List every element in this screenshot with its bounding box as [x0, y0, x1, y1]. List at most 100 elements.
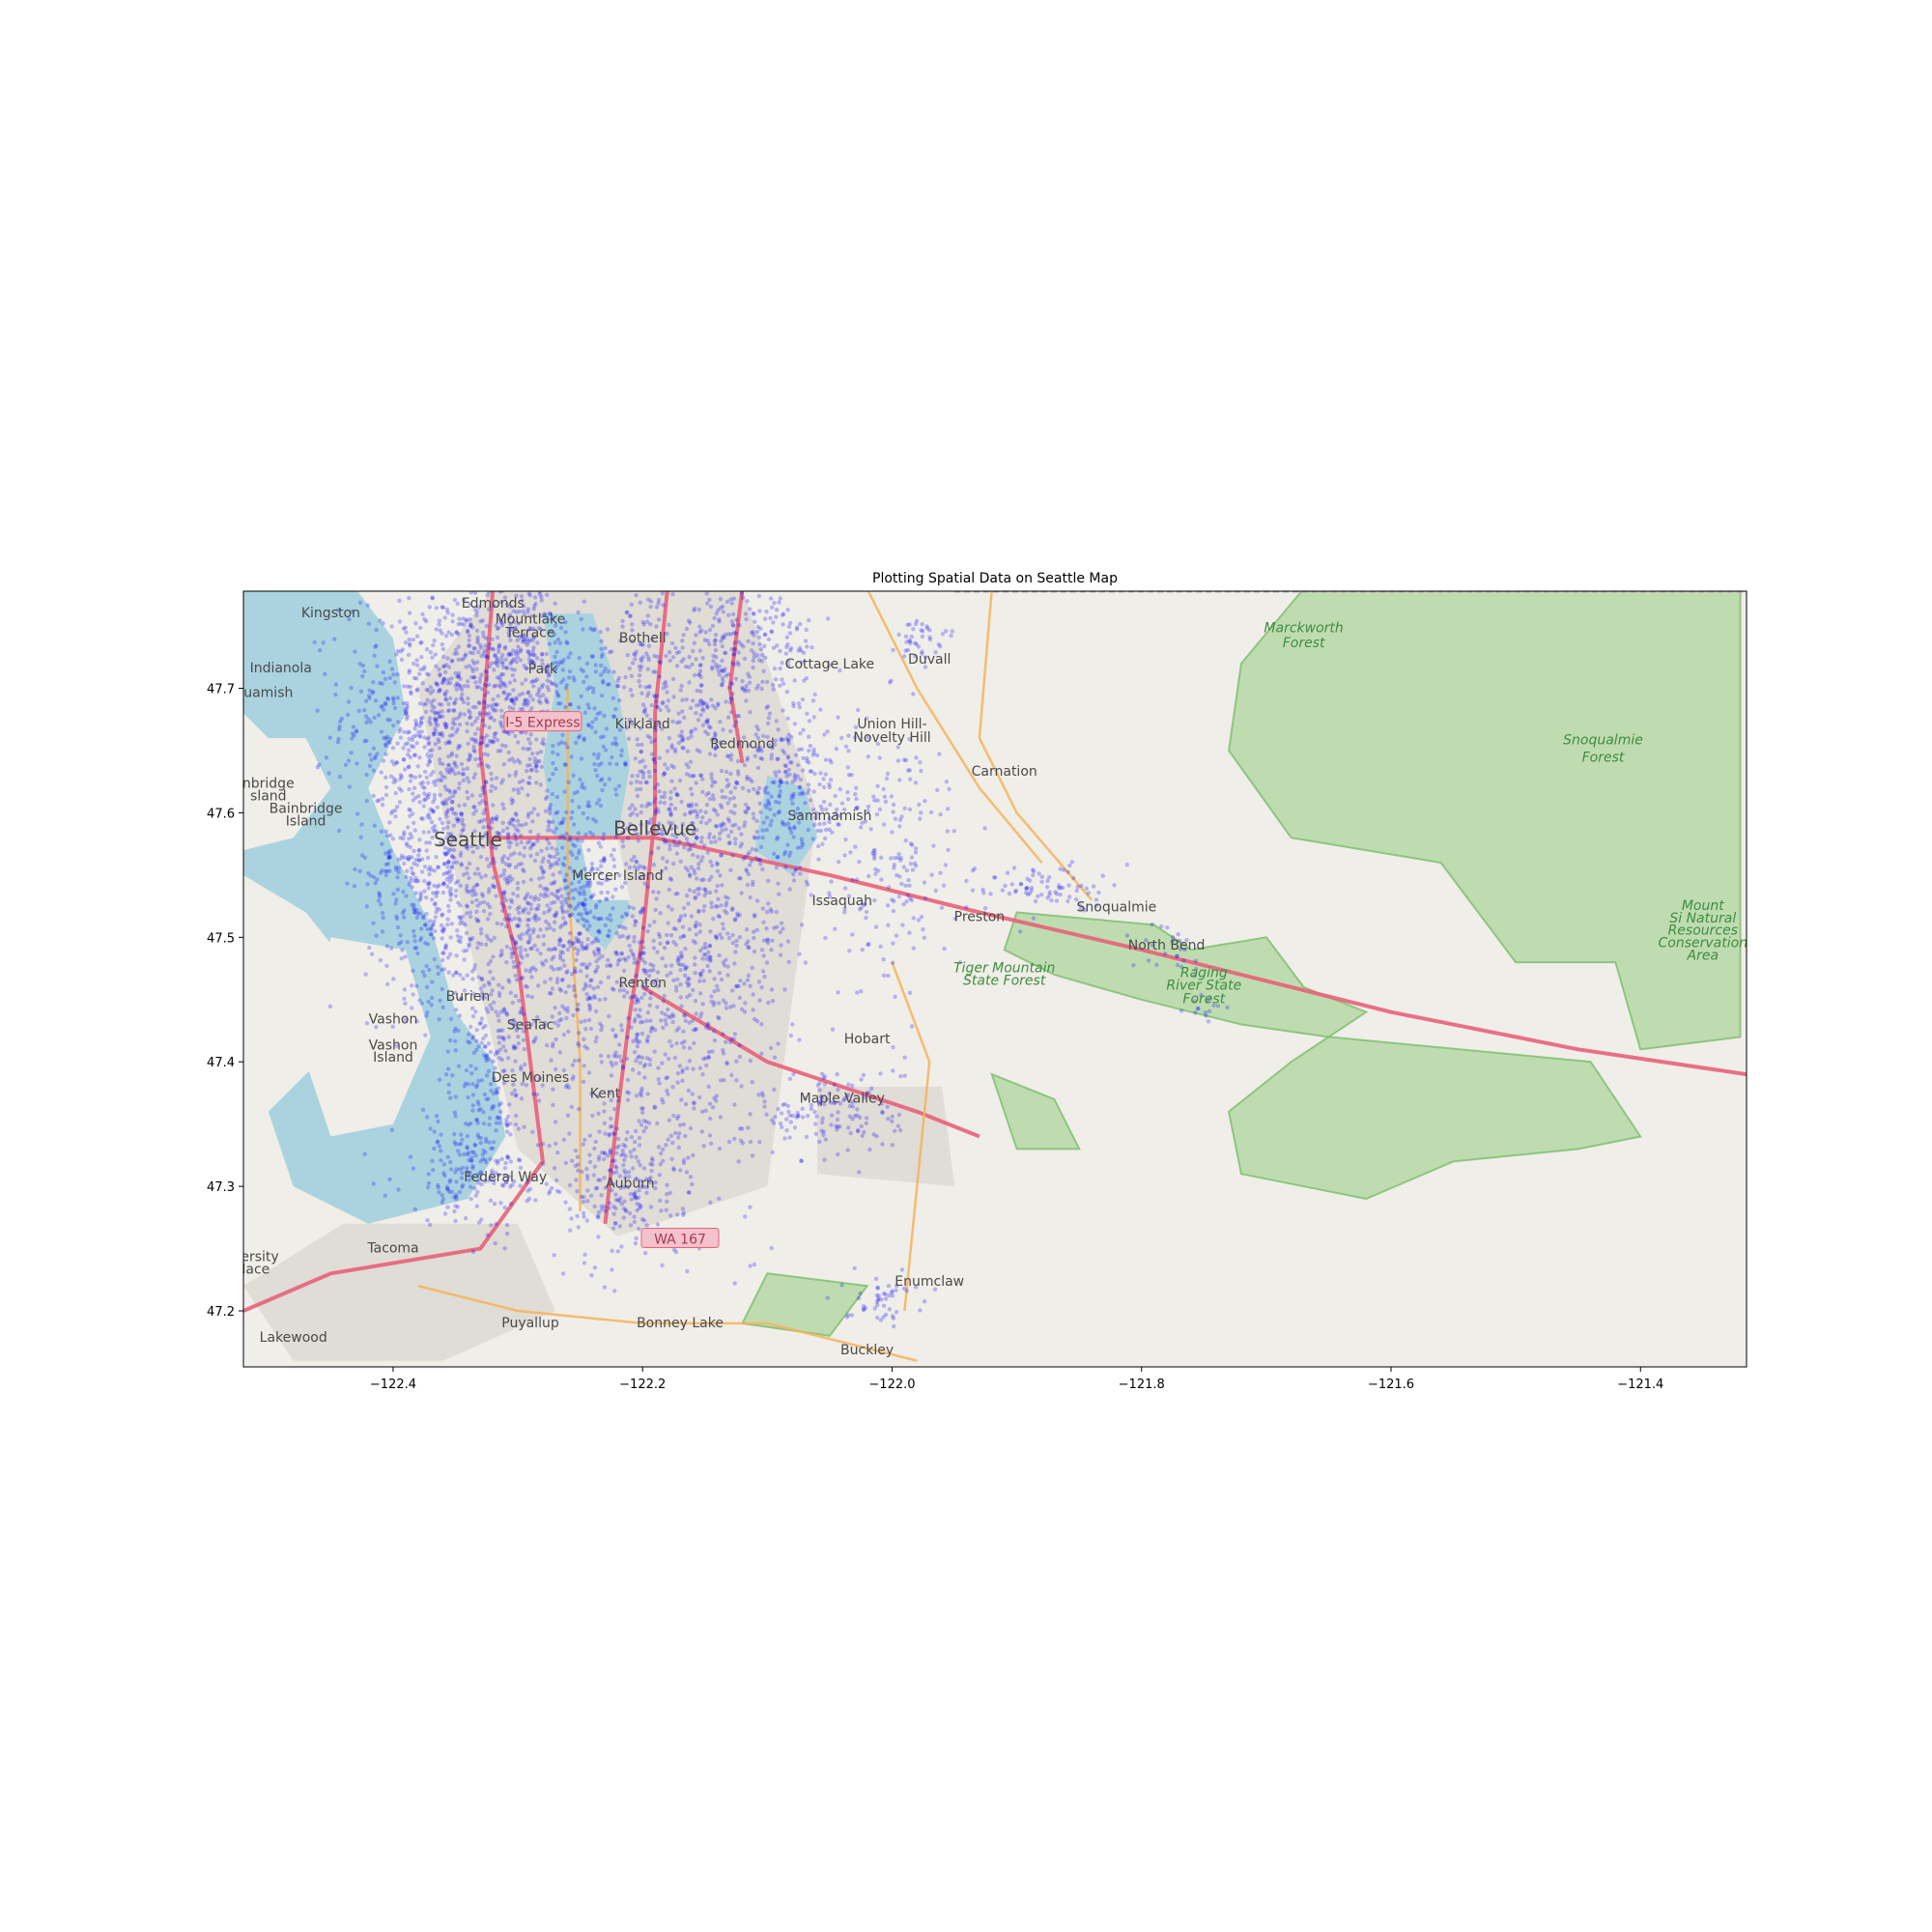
data-point — [528, 652, 533, 657]
data-point — [577, 656, 582, 661]
data-point — [464, 1067, 469, 1073]
data-point — [593, 1038, 598, 1044]
data-point — [446, 909, 452, 914]
data-point — [683, 664, 689, 669]
data-point — [407, 596, 412, 601]
data-point — [656, 617, 662, 622]
data-point — [450, 658, 455, 664]
data-point — [394, 760, 399, 765]
data-point — [435, 1140, 440, 1145]
data-point — [445, 611, 450, 615]
data-point — [517, 934, 522, 939]
data-point — [691, 1066, 696, 1071]
data-point — [604, 896, 609, 901]
data-point — [614, 683, 620, 689]
data-point — [640, 945, 646, 951]
data-point — [496, 694, 500, 698]
data-point — [445, 1066, 451, 1071]
data-point — [444, 814, 449, 819]
data-point — [640, 655, 645, 660]
data-point — [531, 965, 536, 970]
data-point — [807, 749, 811, 753]
data-point — [389, 946, 394, 951]
data-point — [537, 876, 542, 881]
data-point — [375, 664, 380, 668]
data-point — [760, 828, 765, 833]
data-point — [454, 888, 459, 894]
data-point — [708, 1200, 713, 1206]
data-point — [593, 905, 599, 910]
data-point — [604, 726, 610, 731]
data-point — [591, 1173, 596, 1178]
data-point — [750, 846, 755, 852]
data-point — [732, 724, 737, 728]
data-point — [585, 1188, 590, 1193]
data-point — [443, 944, 448, 950]
data-point — [755, 765, 761, 771]
data-point — [711, 653, 716, 659]
data-point — [625, 653, 630, 658]
data-point — [688, 1175, 694, 1179]
data-point — [583, 946, 589, 951]
data-point — [554, 847, 559, 852]
data-point — [508, 990, 513, 996]
data-point — [520, 975, 526, 980]
data-point — [720, 604, 725, 610]
data-point — [921, 927, 925, 932]
data-point — [431, 810, 436, 814]
data-point — [834, 1123, 838, 1129]
data-point — [709, 999, 714, 1005]
data-point — [615, 1249, 620, 1254]
data-point — [821, 1075, 826, 1081]
data-point — [511, 609, 516, 613]
data-point — [575, 838, 580, 842]
data-point — [541, 742, 547, 747]
data-point — [430, 826, 436, 831]
data-point — [571, 895, 576, 901]
data-point — [548, 611, 553, 616]
data-point — [686, 618, 692, 623]
data-point — [648, 735, 653, 740]
data-point — [704, 591, 709, 596]
data-point — [744, 683, 749, 689]
data-point — [690, 1092, 695, 1096]
data-point — [467, 664, 472, 668]
data-point — [775, 855, 780, 860]
data-point — [538, 627, 544, 632]
data-point — [337, 724, 342, 729]
data-point — [469, 591, 473, 595]
data-point — [460, 828, 465, 834]
data-point — [431, 936, 437, 941]
data-point — [942, 946, 947, 952]
data-point — [426, 740, 432, 746]
data-point — [625, 913, 630, 918]
data-point — [628, 1223, 634, 1228]
data-point — [407, 670, 412, 675]
data-point — [748, 1264, 753, 1268]
data-point — [584, 965, 589, 971]
data-point — [466, 1094, 470, 1100]
data-point — [474, 1038, 479, 1043]
data-point — [437, 701, 441, 707]
lake-sammamish — [754, 775, 817, 875]
data-point — [810, 645, 814, 650]
data-point — [560, 977, 565, 982]
data-point — [440, 912, 445, 917]
data-point — [711, 917, 716, 922]
data-point — [748, 1112, 753, 1117]
data-point — [801, 755, 806, 760]
data-point — [409, 691, 413, 696]
data-point — [516, 757, 521, 763]
data-point — [527, 775, 532, 781]
data-point — [451, 810, 456, 815]
data-point — [440, 646, 446, 652]
data-point — [410, 885, 414, 890]
data-point — [441, 1171, 446, 1176]
data-point — [517, 693, 523, 697]
data-point — [621, 1215, 626, 1220]
data-point — [628, 1191, 633, 1197]
data-point — [761, 938, 767, 943]
data-point — [389, 667, 395, 671]
data-point — [611, 1027, 615, 1033]
data-point — [493, 652, 497, 658]
